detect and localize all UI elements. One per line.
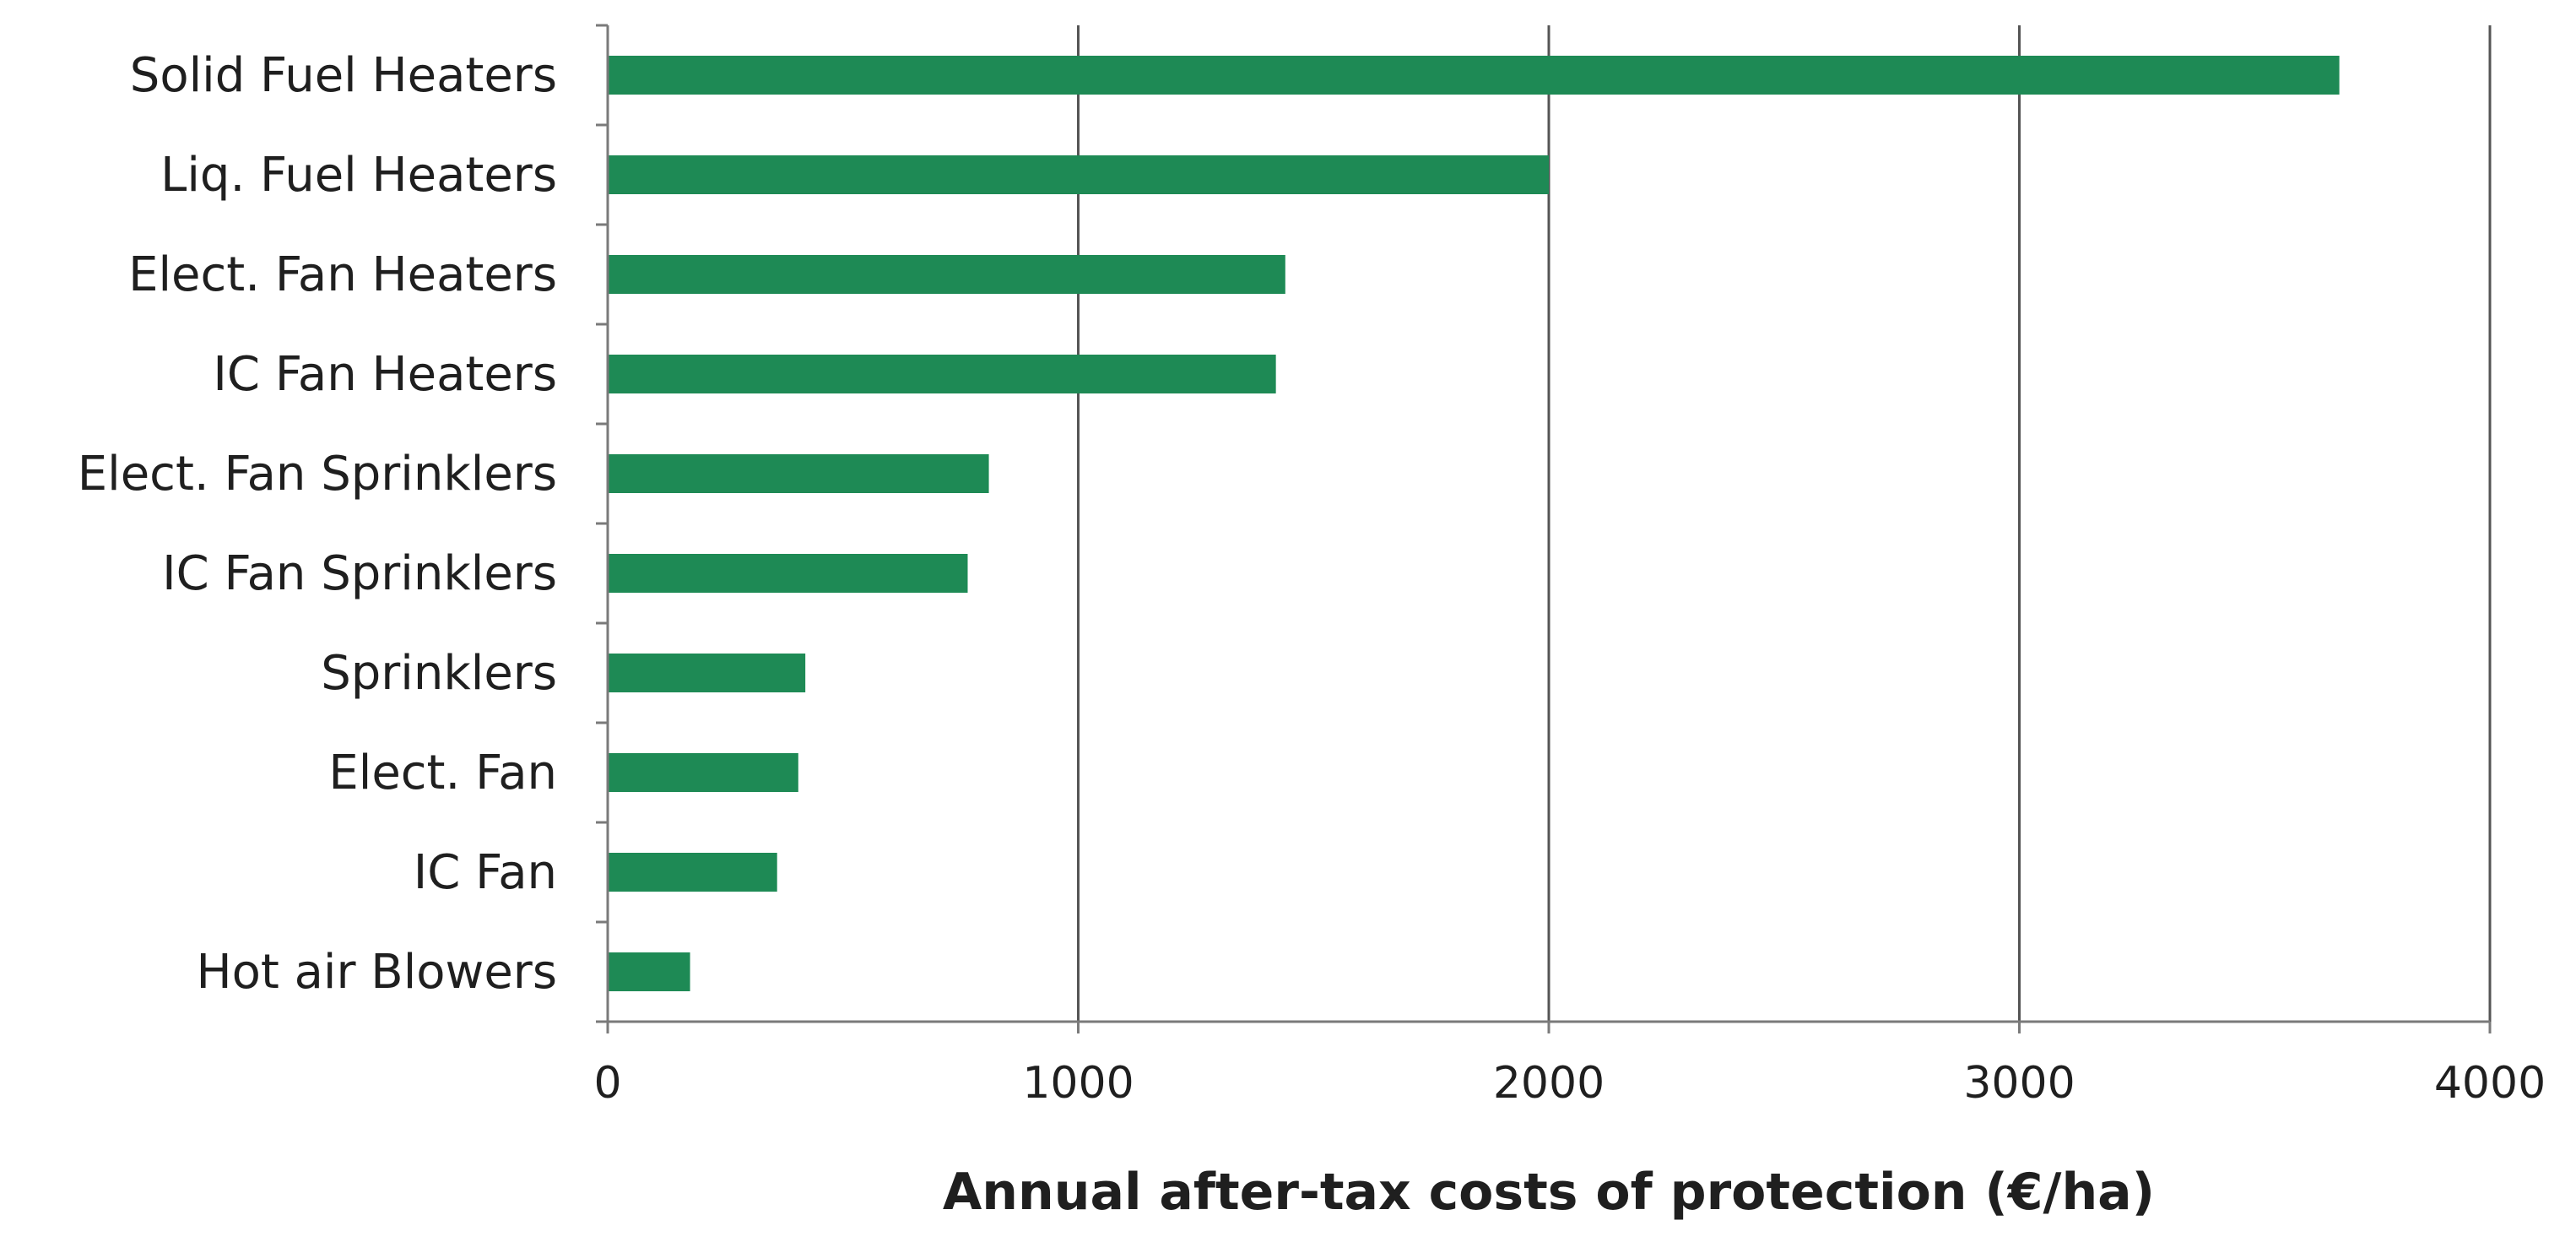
x-tick-label-3000: 3000 [1963,1058,2075,1109]
category-label: IC Fan Heaters [213,347,557,402]
category-label: Elect. Fan Sprinklers [78,447,557,502]
x-axis-title: Annual after-tax costs of protection (€/… [943,1163,2155,1222]
category-label: IC Fan Sprinklers [162,546,557,601]
labels: Solid Fuel Heaters Liq. Fuel Heaters Elect… [78,48,2546,1109]
category-label: Liq. Fuel Heaters [160,148,557,203]
bar-elect-fan [608,753,798,792]
bar-elect-fan-heaters [608,255,1285,294]
category-label: IC Fan [414,845,557,900]
bar-hot-air-blowers [608,952,690,991]
bar-sprinklers [608,654,806,692]
category-label: Hot air Blowers [196,945,557,1000]
bar-ic-fan-sprinklers [608,554,968,593]
category-label: Solid Fuel Heaters [130,48,557,103]
bar-solid-fuel-heaters [608,56,2340,95]
bar-liq-fuel-heaters [608,155,1549,194]
category-label: Sprinklers [321,646,557,701]
bar-ic-fan [608,853,777,892]
axes [596,24,2492,1033]
category-label: Elect. Fan [328,746,557,800]
category-label: Elect. Fan Heaters [128,247,557,302]
bar-ic-fan-heaters [608,355,1276,393]
x-tick-label-1000: 1000 [1022,1058,1134,1109]
x-tick-label-4000: 4000 [2434,1058,2546,1109]
x-tick-label-0: 0 [593,1058,621,1109]
bar-elect-fan-sprinklers [608,454,989,493]
x-tick-label-2000: 2000 [1493,1058,1605,1109]
bars [608,56,2340,991]
